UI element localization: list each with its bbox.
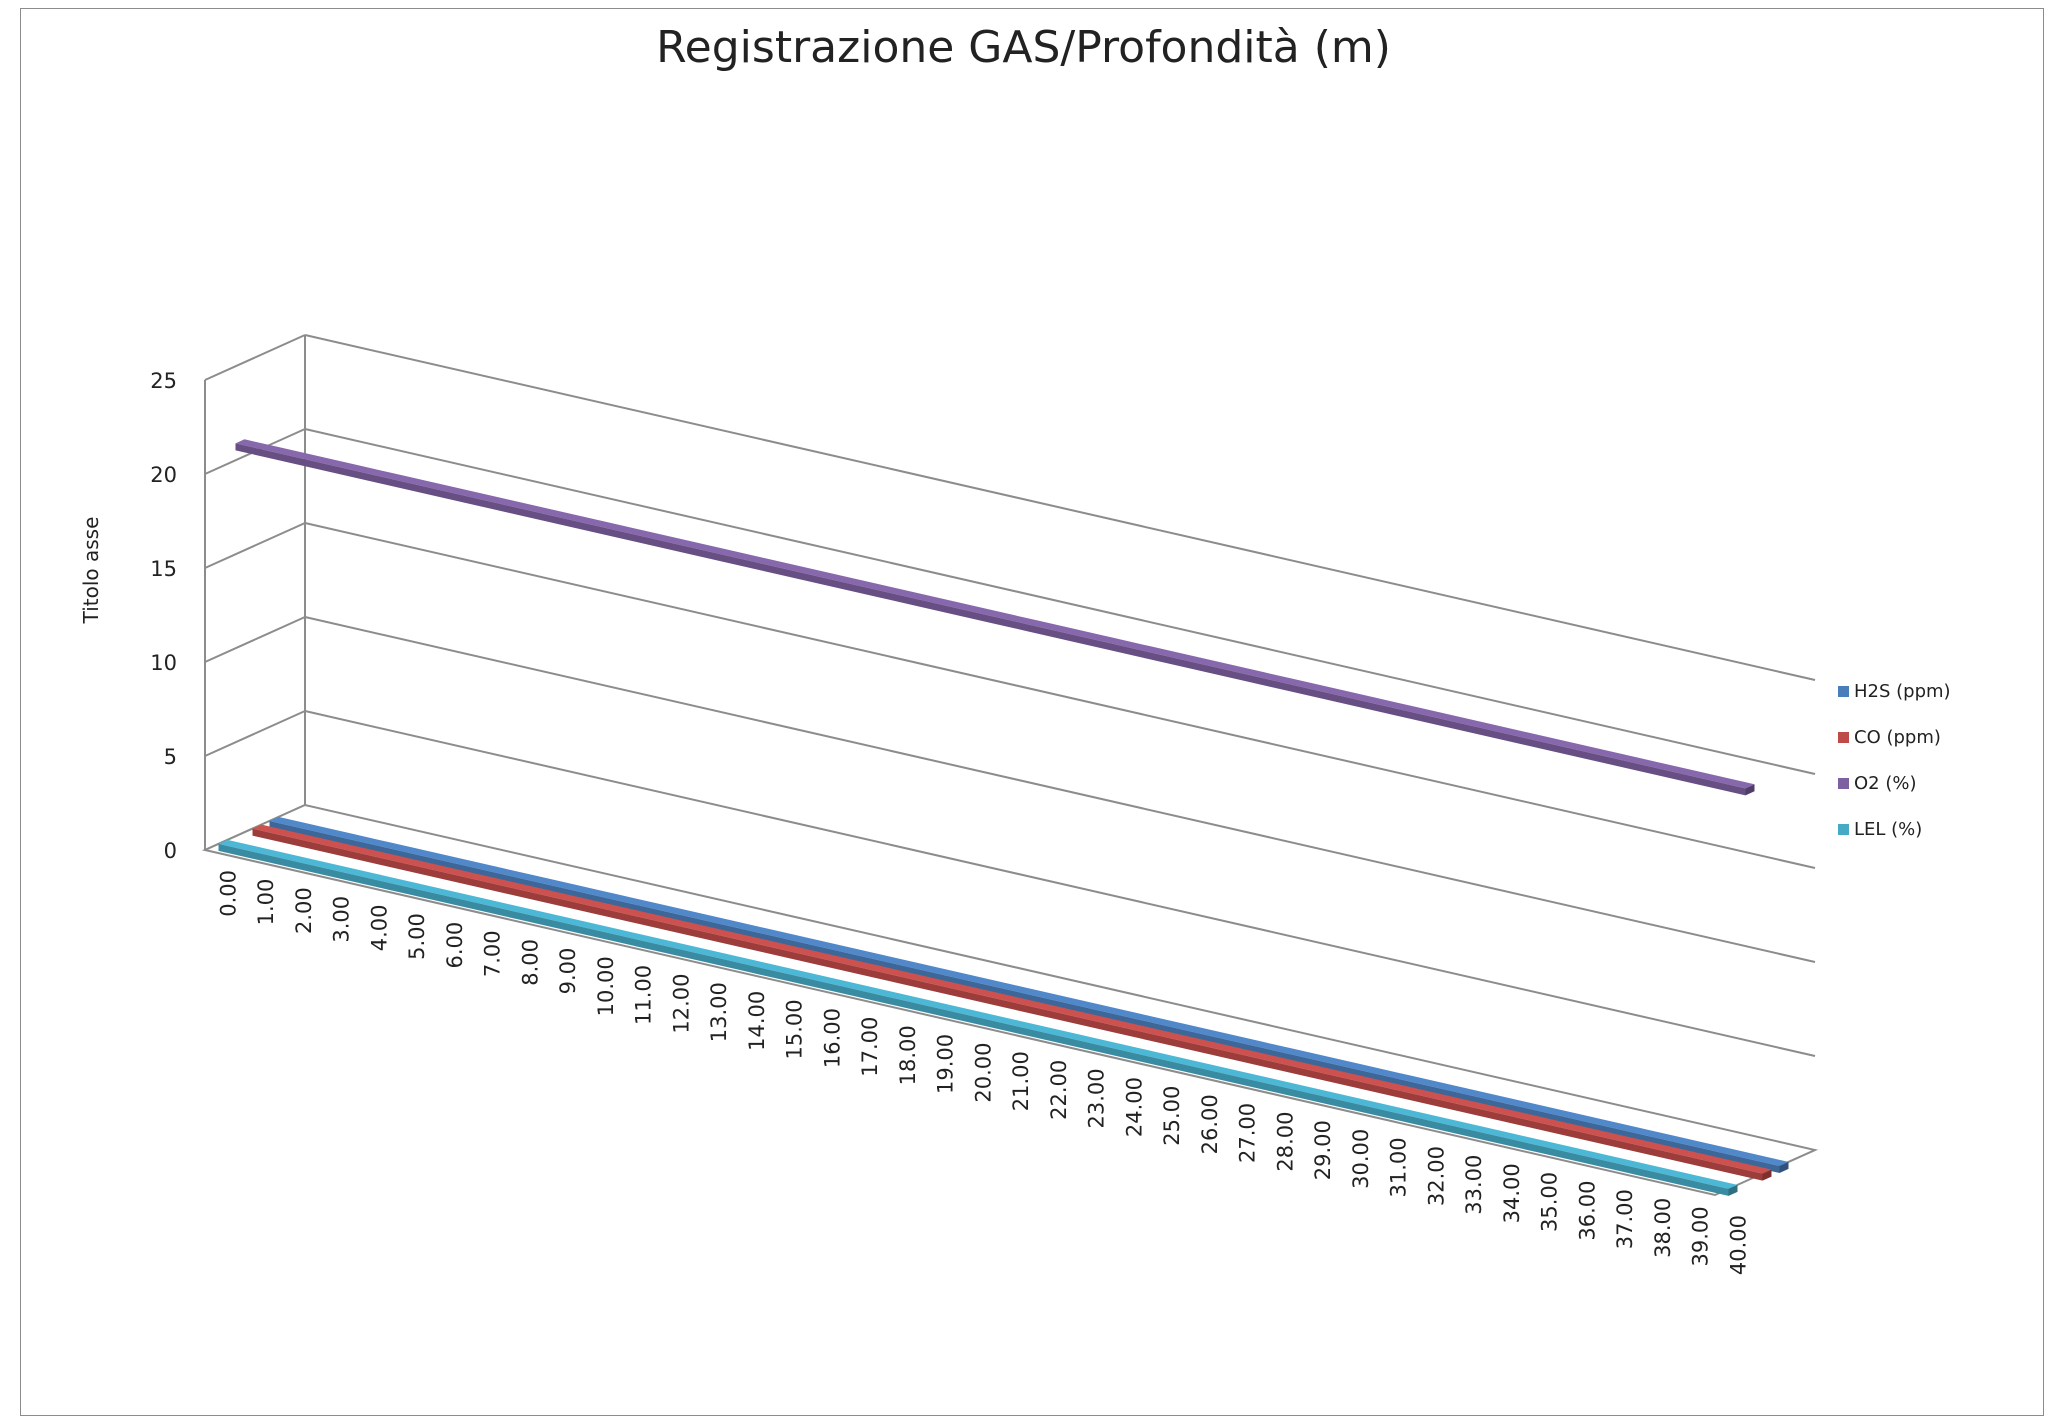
x-tick-label: 23.00 xyxy=(1085,1068,1109,1128)
x-tick-label: 3.00 xyxy=(330,896,354,943)
series-ribbon-end xyxy=(1728,1184,1738,1196)
series-lel xyxy=(218,839,1738,1196)
series-ribbon-top xyxy=(218,839,1738,1189)
x-tick-label: 18.00 xyxy=(896,1025,920,1085)
x-tick-label: 4.00 xyxy=(367,905,391,952)
series-ribbon-side xyxy=(252,828,1763,1181)
series-layer xyxy=(218,439,1789,1196)
x-tick-label: 16.00 xyxy=(820,1008,844,1068)
x-tick-label: 31.00 xyxy=(1387,1137,1411,1197)
series-o2 xyxy=(235,439,1755,796)
series-ribbon-side xyxy=(269,820,1780,1173)
x-tick-label: 21.00 xyxy=(1009,1051,1033,1111)
legend-item: O2 (%) xyxy=(1838,760,2028,806)
series-h2s-ppm xyxy=(269,816,1789,1173)
series-co-ppm xyxy=(252,824,1772,1181)
x-tick-label: 40.00 xyxy=(1726,1215,1750,1275)
x-tick-label: 9.00 xyxy=(556,948,580,995)
x-tick-label: 10.00 xyxy=(594,956,618,1016)
y-tick-label: 5 xyxy=(164,745,177,769)
series-ribbon-top xyxy=(252,824,1772,1174)
x-tick-label: 35.00 xyxy=(1538,1172,1562,1232)
x-tick-label: 19.00 xyxy=(934,1034,958,1094)
y-tick-label: 0 xyxy=(164,839,177,863)
gridline-10 xyxy=(204,616,1816,963)
x-tick-label: 7.00 xyxy=(481,930,505,977)
x-tick-label: 26.00 xyxy=(1198,1094,1222,1154)
legend-label: LEL (%) xyxy=(1854,818,1923,840)
gridline-25 xyxy=(204,334,1816,681)
series-ribbon-end xyxy=(1779,1161,1789,1173)
series-ribbon-top xyxy=(235,439,1755,789)
x-tick-label: 37.00 xyxy=(1613,1189,1637,1249)
x-tick-label: 1.00 xyxy=(254,879,278,926)
x-tick-label: 17.00 xyxy=(858,1017,882,1077)
plot-walls xyxy=(204,334,1816,1057)
series-ribbon-end xyxy=(1745,784,1755,796)
x-tick-label: 20.00 xyxy=(971,1043,995,1103)
x-tick-label: 36.00 xyxy=(1575,1181,1599,1241)
x-tick-label: 0.00 xyxy=(216,870,240,917)
x-tick-label: 6.00 xyxy=(443,922,467,969)
x-tick-label: 5.00 xyxy=(405,913,429,960)
x-tick-label: 11.00 xyxy=(632,965,656,1025)
x-tick-label: 28.00 xyxy=(1273,1112,1297,1172)
x-tick-label: 24.00 xyxy=(1122,1077,1146,1137)
x-tick-label: 25.00 xyxy=(1160,1086,1184,1146)
x-tick-label: 38.00 xyxy=(1651,1198,1675,1258)
x-tick-label: 29.00 xyxy=(1311,1120,1335,1180)
legend-item: LEL (%) xyxy=(1838,806,2028,852)
x-tick-label: 39.00 xyxy=(1689,1206,1713,1266)
x-tick-label: 14.00 xyxy=(745,991,769,1051)
x-tick-label: 32.00 xyxy=(1424,1146,1448,1206)
x-axis-ticks: 0.00 1.00 2.00 3.00 4.00 5.00 6.00 7.00 8.00 9.00… xyxy=(216,870,1750,1275)
legend-label: CO (ppm) xyxy=(1854,726,1941,748)
gridline-5 xyxy=(204,710,1816,1057)
y-tick-label: 15 xyxy=(150,557,177,581)
chart-title: Registrazione GAS/Profondità (m) xyxy=(656,22,1391,73)
legend-label: H2S (ppm) xyxy=(1854,680,1951,702)
legend-swatch xyxy=(1838,777,1849,789)
y-tick-label: 20 xyxy=(150,463,177,487)
x-tick-label: 30.00 xyxy=(1349,1129,1373,1189)
x-tick-label: 27.00 xyxy=(1236,1103,1260,1163)
x-tick-label: 33.00 xyxy=(1462,1155,1486,1215)
legend-label: O2 (%) xyxy=(1854,772,1917,794)
series-ribbon-end xyxy=(1762,1169,1772,1181)
x-tick-label: 15.00 xyxy=(783,999,807,1059)
legend-swatch xyxy=(1838,731,1849,743)
y-tick-label: 25 xyxy=(150,369,177,393)
x-tick-label: 2.00 xyxy=(292,887,316,934)
series-ribbon-top xyxy=(269,816,1789,1166)
gridline-15 xyxy=(204,522,1816,869)
x-tick-label: 12.00 xyxy=(669,974,693,1034)
series-ribbon-side xyxy=(235,443,1746,796)
legend-swatch xyxy=(1838,823,1849,835)
legend: H2S (ppm) CO (ppm) O2 (%) LEL (%) xyxy=(1838,668,2028,852)
legend-item: CO (ppm) xyxy=(1838,714,2028,760)
gridline-20 xyxy=(204,428,1816,775)
y-axis-ticks: 0 5 10 15 20 25 xyxy=(150,369,177,863)
x-tick-label: 13.00 xyxy=(707,982,731,1042)
series-ribbon-side xyxy=(218,843,1729,1196)
x-tick-label: 34.00 xyxy=(1500,1163,1524,1223)
x-tick-label: 8.00 xyxy=(518,939,542,986)
legend-swatch xyxy=(1838,685,1849,697)
legend-item: H2S (ppm) xyxy=(1838,668,2028,714)
y-tick-label: 10 xyxy=(150,651,177,675)
y-axis-title: Titolo asse xyxy=(79,517,103,625)
x-tick-label: 22.00 xyxy=(1047,1060,1071,1120)
